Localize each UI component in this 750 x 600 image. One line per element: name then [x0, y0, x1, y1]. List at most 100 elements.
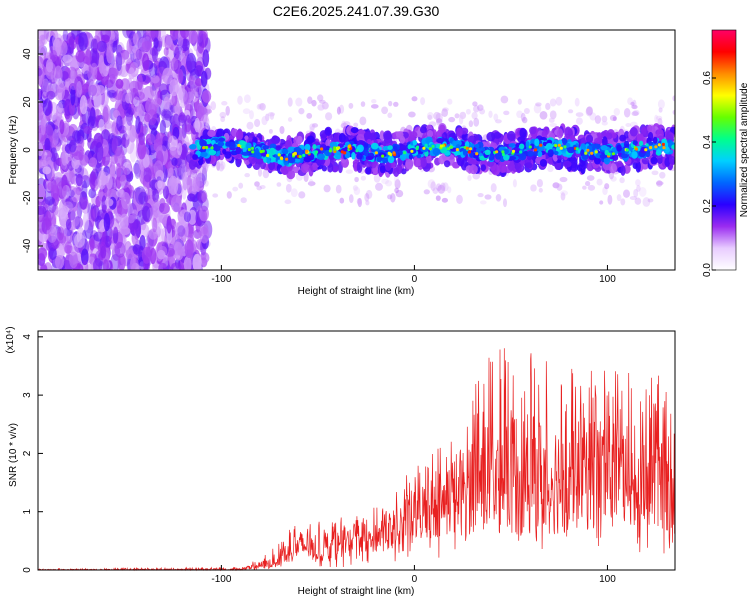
spectrogram-cell [51, 239, 60, 250]
spectrogram-cell [220, 116, 226, 123]
spectrogram-cell [370, 104, 379, 109]
spectrogram-cell [314, 150, 319, 154]
spectrogram-cell [177, 225, 186, 237]
spectrogram-cell [356, 153, 363, 160]
spectrogram-cell [205, 138, 212, 145]
spectrogram-cell [302, 153, 306, 157]
spectrogram-cell [189, 100, 195, 120]
snr-x-tick-label: -100 [211, 574, 231, 585]
spectrogram-cell [616, 194, 622, 202]
spectrogram-cell [523, 108, 530, 114]
spectrogram-cell [268, 128, 273, 134]
spectrogram-x-ticks: -100 0 100 [211, 265, 616, 285]
spectrogram-cell [297, 135, 303, 144]
spectrogram-cell [147, 109, 158, 126]
spectrogram-cell [456, 155, 465, 167]
spectrogram-cell [435, 112, 443, 123]
spectrogram-cell [636, 133, 644, 142]
spectrogram-cell [40, 118, 46, 136]
spectrogram-panel: -100 0 100 40 20 0 -20 -40 Height of straight … [8, 29, 676, 297]
spectrogram-cell [441, 197, 449, 203]
spectrogram-cell [113, 213, 122, 222]
spectrogram-cell [56, 181, 67, 199]
spectrogram-cell [255, 157, 264, 165]
spectrogram-cell [177, 247, 185, 256]
spectrogram-cell [152, 217, 158, 233]
spectrogram-cell [199, 138, 205, 147]
spectrogram-cell [104, 198, 114, 207]
spectrogram-cell [569, 134, 575, 142]
spectrogram-cell [638, 186, 647, 197]
spectrogram-cell [541, 130, 548, 140]
spectrogram-cell [349, 194, 354, 204]
spectrogram-cell [69, 167, 75, 185]
spectrogram-cell [200, 151, 208, 158]
spectrogram-cell [129, 257, 140, 270]
spectrogram-cell [317, 94, 324, 102]
spectrogram-cell [177, 142, 183, 156]
spectrogram-cell [317, 153, 325, 161]
spectrogram-cell [455, 148, 459, 152]
spectrogram-cell [82, 259, 89, 270]
spectrogram-cell [365, 155, 374, 161]
spectrogram-cell [152, 203, 161, 217]
spectrogram-cell [172, 126, 180, 140]
spectrogram-y-label: Frequency (Hz) [8, 116, 19, 185]
spectrogram-cell [194, 117, 201, 133]
spectrogram-cell [38, 30, 47, 41]
spectrogram-cell [364, 193, 370, 202]
spectrogram-cell [83, 125, 93, 135]
spectrogram-cell [78, 31, 88, 51]
spectrogram-cell [394, 187, 399, 194]
spectrogram-cell [171, 262, 182, 270]
spectrogram-cell [365, 189, 373, 199]
spectrogram-cell [625, 148, 629, 152]
spectrogram-cell [38, 102, 45, 121]
spectrogram-cell [47, 181, 59, 192]
spectrogram-cell [381, 178, 389, 185]
spectrogram-cell [420, 97, 426, 106]
spectrogram-cell [153, 160, 164, 178]
spectrogram-cell [188, 159, 197, 170]
spectrogram-cell [267, 112, 276, 117]
spectrogram-cell [611, 152, 616, 156]
spectrogram-cell [298, 191, 306, 199]
spectrogram-cell [654, 145, 658, 149]
spectrogram-cell [119, 174, 127, 186]
spectrogram-cell [162, 135, 169, 146]
spectrogram-cell [387, 151, 391, 155]
spectrogram-cell [142, 154, 150, 169]
spectrogram-cell [371, 142, 379, 150]
spectrogram-cell [259, 150, 263, 154]
spectrogram-cell [155, 170, 165, 182]
spectrogram-cell [456, 127, 463, 137]
spectrogram-cell [277, 153, 281, 157]
spectrogram-cell [241, 145, 245, 149]
spectrogram-cell [452, 140, 458, 147]
spectrogram-cell [441, 108, 449, 117]
spectrogram-cell [320, 147, 324, 151]
spectrogram-cell [235, 146, 242, 155]
spectrogram-cell [192, 154, 199, 160]
spectrogram-cell [306, 135, 315, 144]
spectrogram-cell [142, 205, 151, 222]
spectrogram-x-tick-label: -100 [211, 274, 231, 285]
spectrogram-cell [416, 153, 422, 159]
spectrogram-cell [426, 129, 434, 138]
spectrogram-cell [204, 145, 209, 150]
spectrogram-cell [199, 225, 210, 244]
spectrogram-cell [555, 96, 563, 106]
spectrogram-cell [149, 62, 158, 78]
spectrogram-cell [381, 106, 389, 115]
spectrogram-cell [620, 165, 626, 176]
spectrogram-cell [98, 54, 105, 74]
spectrogram-cell [137, 74, 143, 91]
spectrogram-cell [192, 176, 201, 193]
spectrogram-cell [305, 149, 309, 153]
spectrogram-cell [44, 196, 56, 205]
spectrogram-cell [40, 34, 48, 45]
spectrogram-cell [243, 94, 251, 103]
spectrogram-cell [668, 155, 675, 165]
spectrogram-cell [182, 171, 188, 191]
spectrogram-cell [74, 216, 81, 230]
